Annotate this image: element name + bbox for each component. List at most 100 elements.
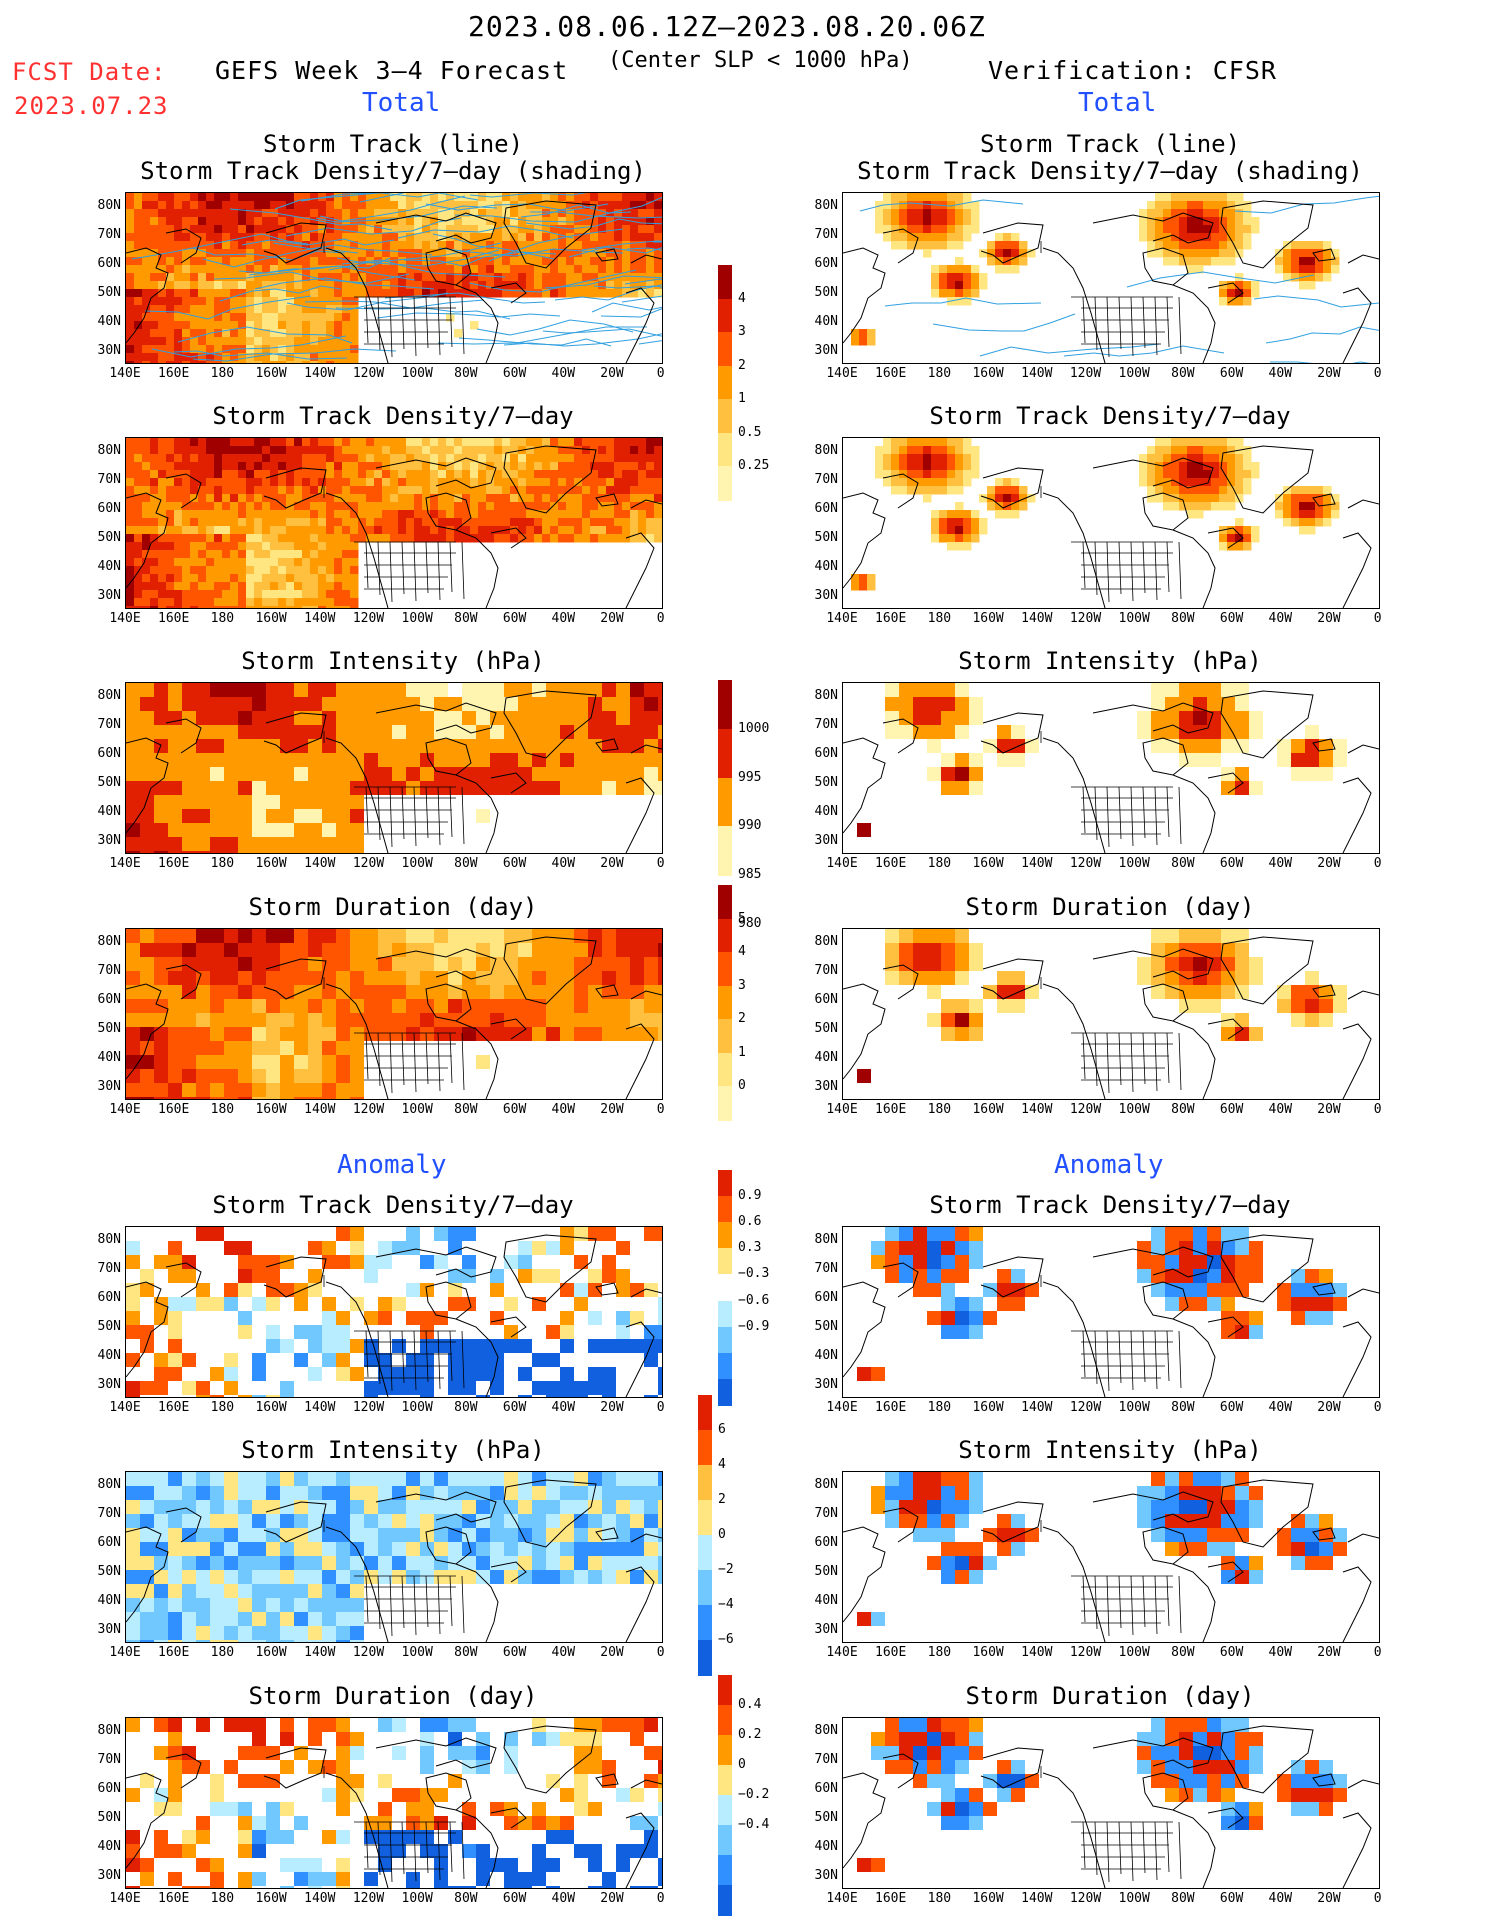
- lat-label: 60N: [97, 1781, 121, 1796]
- colorbar-tick-label: −6: [718, 1632, 734, 1647]
- lon-label: 80W: [454, 1400, 478, 1415]
- lon-label: 20W: [1317, 1400, 1341, 1415]
- lon-label: 100W: [401, 856, 433, 871]
- colorbar-swatch: [718, 952, 732, 987]
- lon-label: 60W: [1219, 1400, 1244, 1415]
- lat-label: 50N: [97, 1810, 121, 1825]
- lon-label: 0: [656, 1645, 665, 1660]
- lon-label: 160E: [875, 1400, 907, 1415]
- coastline: [126, 200, 662, 363]
- colorbar-density_total: [718, 265, 732, 501]
- lat-label: 60N: [97, 992, 121, 1007]
- lon-label: 140E: [109, 856, 141, 871]
- lon-label: 0: [1373, 1645, 1382, 1660]
- lon-label: 160W: [972, 1400, 1004, 1415]
- lon-label: 100W: [1118, 1891, 1150, 1906]
- colorbar-swatch: [718, 1855, 732, 1886]
- lat-label: 80N: [97, 688, 121, 703]
- lat-label: 40N: [814, 804, 838, 819]
- field-layer: [857, 1227, 1347, 1381]
- lon-label: 40W: [551, 1645, 576, 1660]
- lon-label: 140W: [304, 366, 336, 381]
- lon-label: 80W: [1171, 856, 1195, 871]
- lon-label: 140W: [1021, 1102, 1053, 1117]
- lon-label: 180: [927, 1645, 952, 1660]
- lat-label: 70N: [814, 1506, 838, 1521]
- lon-label: 60W: [502, 366, 527, 381]
- lon-label: 160W: [255, 611, 287, 626]
- field-layer: [126, 1227, 662, 1397]
- colorbar-swatch: [718, 1086, 732, 1121]
- map-svg-dens-anom-left: [126, 1227, 662, 1397]
- map-svg-int-anom-right: [843, 1472, 1379, 1642]
- lat-label: 60N: [814, 1535, 838, 1550]
- lat-label: 50N: [814, 530, 838, 545]
- lat-label: 40N: [814, 1593, 838, 1608]
- storm-track-lines: [859, 195, 1379, 363]
- lon-label: 0: [1373, 366, 1382, 381]
- lon-label: 120W: [1069, 1102, 1102, 1117]
- coastline: [126, 1479, 662, 1642]
- verification-title: Verification: CFSR: [988, 56, 1277, 85]
- field-layer: [851, 193, 1340, 346]
- lon-label: 120W: [352, 366, 385, 381]
- forecast-title: GEFS Week 3–4 Forecast: [215, 56, 569, 85]
- lat-label: 30N: [97, 1622, 121, 1637]
- lat-label: 50N: [97, 1564, 121, 1579]
- lat-label: 80N: [814, 198, 838, 213]
- lon-label: 0: [1373, 856, 1382, 871]
- colorbar-tick-label: 4: [738, 290, 746, 306]
- lon-label: 0: [656, 1891, 665, 1906]
- map-svg-dens-left: [126, 438, 662, 608]
- title-density-anom-left: Storm Track Density/7–day: [212, 1191, 574, 1219]
- lon-label: 140W: [1021, 366, 1053, 381]
- lat-label: 60N: [814, 1781, 838, 1796]
- lon-label: 100W: [1118, 856, 1150, 871]
- storm-track-lines: [131, 193, 662, 362]
- title-track-line-right: Storm Track (line): [979, 130, 1241, 158]
- colorbar-intensity_anom: [698, 1395, 712, 1676]
- coastline: [126, 936, 662, 1099]
- colorbar-tick-label: 0.9: [738, 1188, 762, 1204]
- lon-label: 180: [210, 1891, 235, 1906]
- colorbar-swatch: [718, 826, 732, 876]
- lon-label: 160W: [972, 856, 1004, 871]
- lat-label: 40N: [97, 314, 121, 329]
- colorbar-swatch: [718, 728, 732, 779]
- lon-label: 160W: [255, 856, 287, 871]
- lon-label: 120W: [1069, 1645, 1102, 1660]
- title-duration-anom-right: Storm Duration (day): [965, 1682, 1255, 1710]
- lon-label: 20W: [600, 1891, 624, 1906]
- colorbar-swatch: [698, 1605, 712, 1641]
- lat-label: 70N: [814, 963, 838, 978]
- lon-label: 0: [656, 366, 665, 381]
- colorbar-tick-label: 6: [718, 1422, 726, 1437]
- lon-label: 120W: [352, 1400, 385, 1415]
- lat-label: 80N: [814, 1232, 838, 1247]
- lat-label: 40N: [814, 559, 838, 574]
- lon-label: 40W: [551, 1102, 576, 1117]
- title-track-shading-left: Storm Track Density/7–day (shading): [140, 157, 646, 185]
- colorbar-intensity_total: [718, 680, 732, 876]
- lon-label: 80W: [1171, 1645, 1195, 1660]
- colorbar-swatch: [698, 1500, 712, 1536]
- coastline: [126, 1234, 662, 1397]
- lon-label: 160W: [255, 1645, 287, 1660]
- lat-label: 60N: [814, 992, 838, 1007]
- lon-label: 20W: [600, 856, 624, 871]
- map-panel-dens-anom-right: [842, 1226, 1380, 1398]
- title-intensity-right: Storm Intensity (hPa): [958, 647, 1262, 675]
- lat-label: 50N: [97, 1021, 121, 1036]
- section-anomaly-left: Anomaly: [337, 1150, 447, 1180]
- title-density-left: Storm Track Density/7–day: [212, 402, 574, 430]
- section-total-right: Total: [1078, 88, 1157, 118]
- colorbar-tick-label: −4: [718, 1597, 734, 1612]
- lon-label: 20W: [600, 1400, 624, 1415]
- lat-label: 40N: [97, 1839, 121, 1854]
- title-track-shading-right: Storm Track Density/7–day (shading): [857, 157, 1363, 185]
- lat-label: 30N: [97, 588, 121, 603]
- colorbar-swatch: [718, 918, 732, 954]
- lon-label: 160W: [972, 1645, 1004, 1660]
- colorbar-tick-label: 3: [738, 977, 746, 993]
- coastline: [843, 1234, 1379, 1397]
